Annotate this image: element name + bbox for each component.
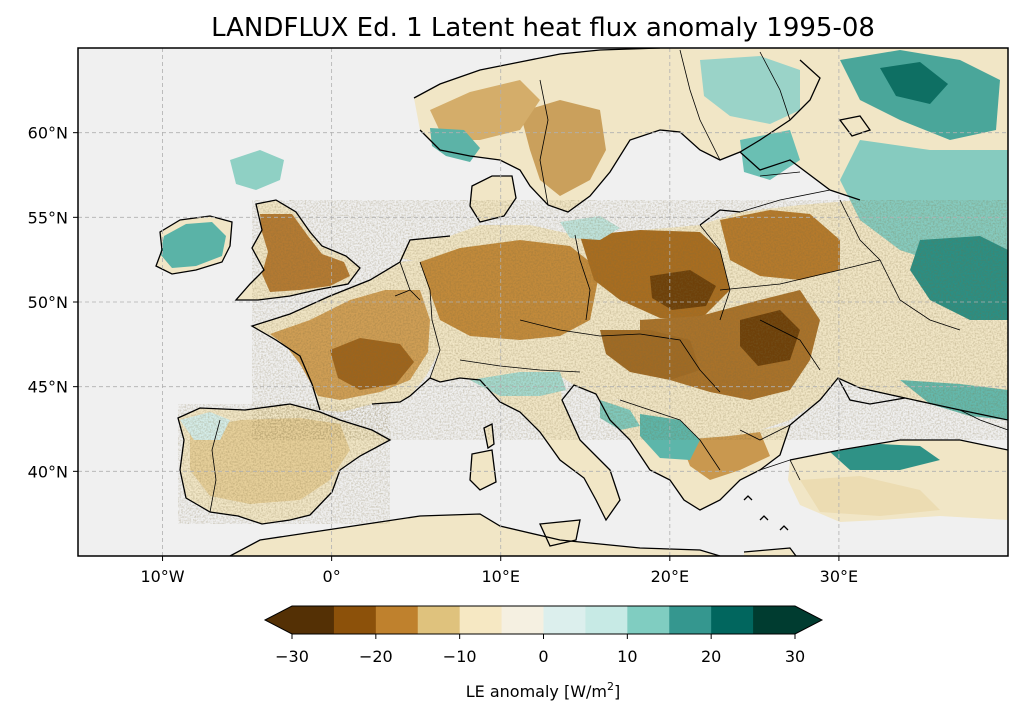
border-norway-sweden [539, 79, 549, 206]
colorbar-segment [417, 606, 461, 634]
lon-tick-label: 20°E [651, 567, 689, 586]
lat-tick-label: 60°N [28, 124, 68, 143]
coast-corsica [483, 422, 495, 450]
border-sweden-finland [679, 49, 721, 161]
border-hungary-romania [639, 333, 721, 393]
coast-crete [743, 547, 797, 556]
coast-baltic-east [699, 151, 861, 226]
colorbar-segment [627, 606, 670, 634]
wet-norway-west [430, 128, 480, 162]
colorbar-ticks: −30 −20 −10 0 10 20 30 [275, 634, 805, 666]
map-title: LANDFLUX Ed. 1 Latent heat flux anomaly … [211, 13, 875, 43]
colorbar-tick-label: −20 [359, 647, 393, 666]
lon-tick-label: 10°E [481, 567, 519, 586]
colorbar-segment [292, 606, 335, 634]
colorbar-over-triangle [795, 606, 822, 634]
colorbar-segment [333, 606, 377, 634]
border-caucasus [959, 409, 1008, 431]
colorbar-segment [501, 606, 544, 634]
border-balkans [619, 399, 791, 471]
colorbar-segment [753, 606, 796, 634]
colorbar-segment [543, 606, 586, 634]
border-poland-east [699, 224, 731, 321]
colorbar-label-suffix: ] [614, 682, 620, 701]
border-romania-moldova [759, 319, 821, 371]
border-spain-portugal [209, 419, 221, 513]
colorbar-tick-label: 30 [785, 647, 805, 666]
dry-anatolia [800, 476, 940, 516]
lon-tick-label: 10°W [140, 567, 184, 586]
colorbar-segment [711, 606, 754, 634]
colorbar-tick-label: 10 [617, 647, 637, 666]
colorbar-segment [375, 606, 419, 634]
wet-croatia-coast [600, 400, 640, 430]
coast-scandinavia [413, 48, 821, 213]
border-france-germany [419, 261, 441, 379]
lat-tick-label: 45°N [28, 378, 68, 397]
coast-sicily [539, 519, 581, 547]
coast-france-west [250, 235, 451, 411]
colorbar-tick-label: 20 [701, 647, 721, 666]
colorbar-tick-label: −30 [275, 647, 309, 666]
gridlines [78, 48, 1008, 556]
coast-lake-ladoga [838, 115, 872, 137]
colorbar: −30 −20 −10 0 10 20 30 LE anomaly [W/m2] [263, 605, 824, 701]
colorbar-label: LE anomaly [W/m2] [466, 680, 621, 701]
wet-anatolia-north [830, 444, 940, 470]
latitude-tick-labels: 60°N 55°N 50°N 45°N 40°N [28, 124, 78, 481]
land-sardinia [470, 450, 496, 490]
dry-norway [430, 80, 540, 140]
wet-northwest-russia-core [880, 62, 948, 104]
coast-britain [234, 199, 361, 301]
lat-tick-label: 55°N [28, 208, 68, 227]
longitude-tick-labels: 10°W 0° 10°E 20°E 30°E [140, 556, 858, 586]
lat-tick-label: 40°N [28, 462, 68, 481]
wet-finland [700, 56, 800, 124]
wet-ireland [160, 222, 226, 268]
coast-sardinia [469, 449, 497, 491]
border-alps [459, 359, 581, 373]
dry-scandinavia-south [520, 100, 606, 196]
land-denmark [470, 176, 516, 222]
land-texture [178, 200, 1008, 524]
colorbar-label-prefix: LE anomaly [W/m [466, 682, 607, 701]
border-germany-poland [574, 234, 591, 321]
colorbar-under-triangle [265, 606, 292, 634]
wet-scotland [230, 150, 284, 190]
land-corsica [484, 424, 494, 448]
lon-tick-label: 0° [323, 567, 341, 586]
colorbar-tick-label: 0 [538, 647, 548, 666]
colorbar-segment [669, 606, 712, 634]
border-benelux [394, 261, 421, 301]
land-anomaly-layer [155, 48, 1008, 556]
colorbar-label-superscript: 2 [607, 680, 614, 693]
border-czech-austria [519, 319, 641, 337]
colorbar-segment [585, 606, 628, 634]
land-crete [744, 548, 796, 556]
country-borders [209, 49, 1008, 513]
coast-black-sea [789, 377, 1008, 461]
lon-tick-label: 30°E [820, 567, 858, 586]
coast-denmark [469, 175, 517, 223]
map-panel: 10°W 0° 10°E 20°E 30°E 60°N 55°N 50°N 45°N 40°N [28, 47, 1009, 586]
dry-britain [260, 214, 350, 292]
colorbar-segments [292, 606, 796, 634]
coast-iberia [177, 403, 392, 525]
border-ukraine-russia [839, 199, 961, 331]
border-finland-russia [759, 51, 791, 121]
land-north-africa [230, 514, 720, 556]
colorbar-segment [459, 606, 503, 634]
colorbar-tick-label: −10 [443, 647, 477, 666]
border-belarus-ukraine [719, 259, 881, 291]
lat-tick-label: 50°N [28, 293, 68, 312]
border-greece-turkey [759, 459, 801, 481]
coast-aegean-islands [743, 495, 789, 531]
border-baltics [739, 171, 831, 213]
